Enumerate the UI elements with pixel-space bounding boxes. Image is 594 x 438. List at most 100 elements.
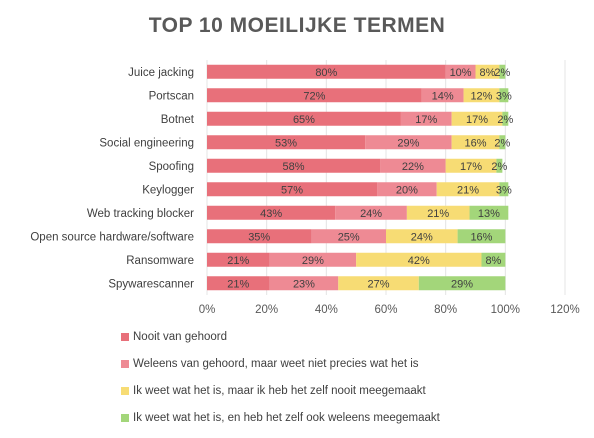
data-label: 8% <box>485 255 501 267</box>
legend-swatch <box>121 359 129 368</box>
data-label: 12% <box>470 90 492 102</box>
data-label: 13% <box>478 208 500 220</box>
chart-title: TOP 10 MOEILIJKE TERMEN <box>148 14 446 37</box>
bar-segment <box>335 205 407 220</box>
data-label: 21% <box>227 255 249 267</box>
bar-segment <box>207 229 312 244</box>
legend-label: Ik weet wat het is, maar ik heb het zelf… <box>133 384 426 397</box>
bar-segment <box>207 111 401 126</box>
bar-segment <box>207 205 336 220</box>
data-label: 3% <box>496 90 512 102</box>
x-tick-label: 20% <box>255 304 278 316</box>
category-label: Portscan <box>149 90 194 102</box>
bar-segment <box>436 182 500 197</box>
data-labels: 80% 10% 8% 2% 72% 14% 12% 3% 65% 17% 17% 2% 53% 29% 16… <box>227 67 513 291</box>
data-label: 17% <box>466 114 488 126</box>
category-label: Web tracking blocker <box>87 208 194 220</box>
legend-swatch <box>121 332 129 341</box>
data-label: 16% <box>470 231 492 243</box>
x-tick-label: 0% <box>199 304 216 316</box>
data-label: 20% <box>396 184 418 196</box>
data-label: 17% <box>460 161 482 173</box>
data-label: 29% <box>302 255 324 267</box>
legend-swatch <box>121 413 129 422</box>
bar-segment <box>400 111 452 126</box>
data-label: 57% <box>281 184 303 196</box>
x-tick-label: 60% <box>374 304 397 316</box>
x-tick-label: 120% <box>550 304 579 316</box>
bar-segment <box>207 64 446 79</box>
bar-segment <box>475 64 500 79</box>
x-tick-label: 40% <box>315 304 338 316</box>
category-label: Social engineering <box>99 137 194 149</box>
data-label: 2% <box>494 137 510 149</box>
data-label: 23% <box>293 278 315 290</box>
legend-item: Nooit van gehoord <box>121 330 440 343</box>
bar-segment <box>377 182 437 197</box>
data-label: 14% <box>432 90 454 102</box>
legend-item: Ik weet wat het is, maar ik heb het zelf… <box>121 384 440 397</box>
data-label: 29% <box>397 137 419 149</box>
x-tick-label: 100% <box>491 304 520 316</box>
data-label: 58% <box>283 161 305 173</box>
category-label: Botnet <box>161 114 195 126</box>
category-label: Spywarescanner <box>108 278 194 290</box>
bar-segment <box>451 111 503 126</box>
data-label: 2% <box>497 114 513 126</box>
bar-segment <box>451 135 500 150</box>
data-label: 21% <box>457 184 479 196</box>
data-label: 10% <box>450 67 472 79</box>
bar-segment <box>338 276 419 291</box>
bar-segment <box>406 205 470 220</box>
data-label: 65% <box>293 114 315 126</box>
bar-segment <box>499 182 509 197</box>
bar-segment <box>207 276 270 291</box>
data-label: 35% <box>248 231 270 243</box>
bar-segment <box>207 135 366 150</box>
legend-label: Ik weet wat het is, en heb het zelf ook … <box>133 411 440 424</box>
legend-swatch <box>121 386 129 395</box>
category-label: Open source hardware/software <box>30 231 194 243</box>
data-label: 21% <box>427 208 449 220</box>
data-label: 80% <box>315 67 337 79</box>
data-label: 3% <box>496 184 512 196</box>
bar-segment <box>457 229 506 244</box>
data-label: 17% <box>415 114 437 126</box>
bar-segment <box>499 64 506 79</box>
bars <box>207 64 509 291</box>
bar-segment <box>481 252 506 267</box>
bar-segment <box>365 135 452 150</box>
data-label: 16% <box>464 137 486 149</box>
bar-segment <box>445 158 497 173</box>
data-label: 42% <box>408 255 430 267</box>
data-label: 24% <box>360 208 382 220</box>
bar-segment <box>269 252 357 267</box>
bar-segment <box>469 205 509 220</box>
data-label: 29% <box>451 278 473 290</box>
category-label: Spoofing <box>149 161 194 173</box>
bar-segment <box>463 88 500 103</box>
data-label: 8% <box>479 67 495 79</box>
bar-segment <box>499 135 506 150</box>
data-label: 72% <box>303 90 325 102</box>
bar-segment <box>418 276 506 291</box>
x-axis-ticks: 0% 20% 40% 60% 80% 100% 120% <box>199 304 580 316</box>
bar-segment <box>386 229 458 244</box>
data-label: 53% <box>275 137 297 149</box>
legend-label: Nooit van gehoord <box>133 330 227 343</box>
bar-segment <box>207 88 422 103</box>
bar-segment <box>311 229 386 244</box>
legend-item: Ik weet wat het is, en heb het zelf ook … <box>121 411 440 424</box>
bar-segment <box>496 158 503 173</box>
bar-segment <box>445 64 476 79</box>
bar-segment <box>499 88 509 103</box>
bar-segment <box>207 252 270 267</box>
category-label: Keylogger <box>142 184 194 196</box>
data-label: 21% <box>227 278 249 290</box>
bar-segment <box>269 276 339 291</box>
legend-item: Weleens van gehoord, maar weet niet prec… <box>121 357 440 370</box>
bar-segment <box>356 252 482 267</box>
data-label: 24% <box>411 231 433 243</box>
category-label: Juice jacking <box>128 67 194 79</box>
